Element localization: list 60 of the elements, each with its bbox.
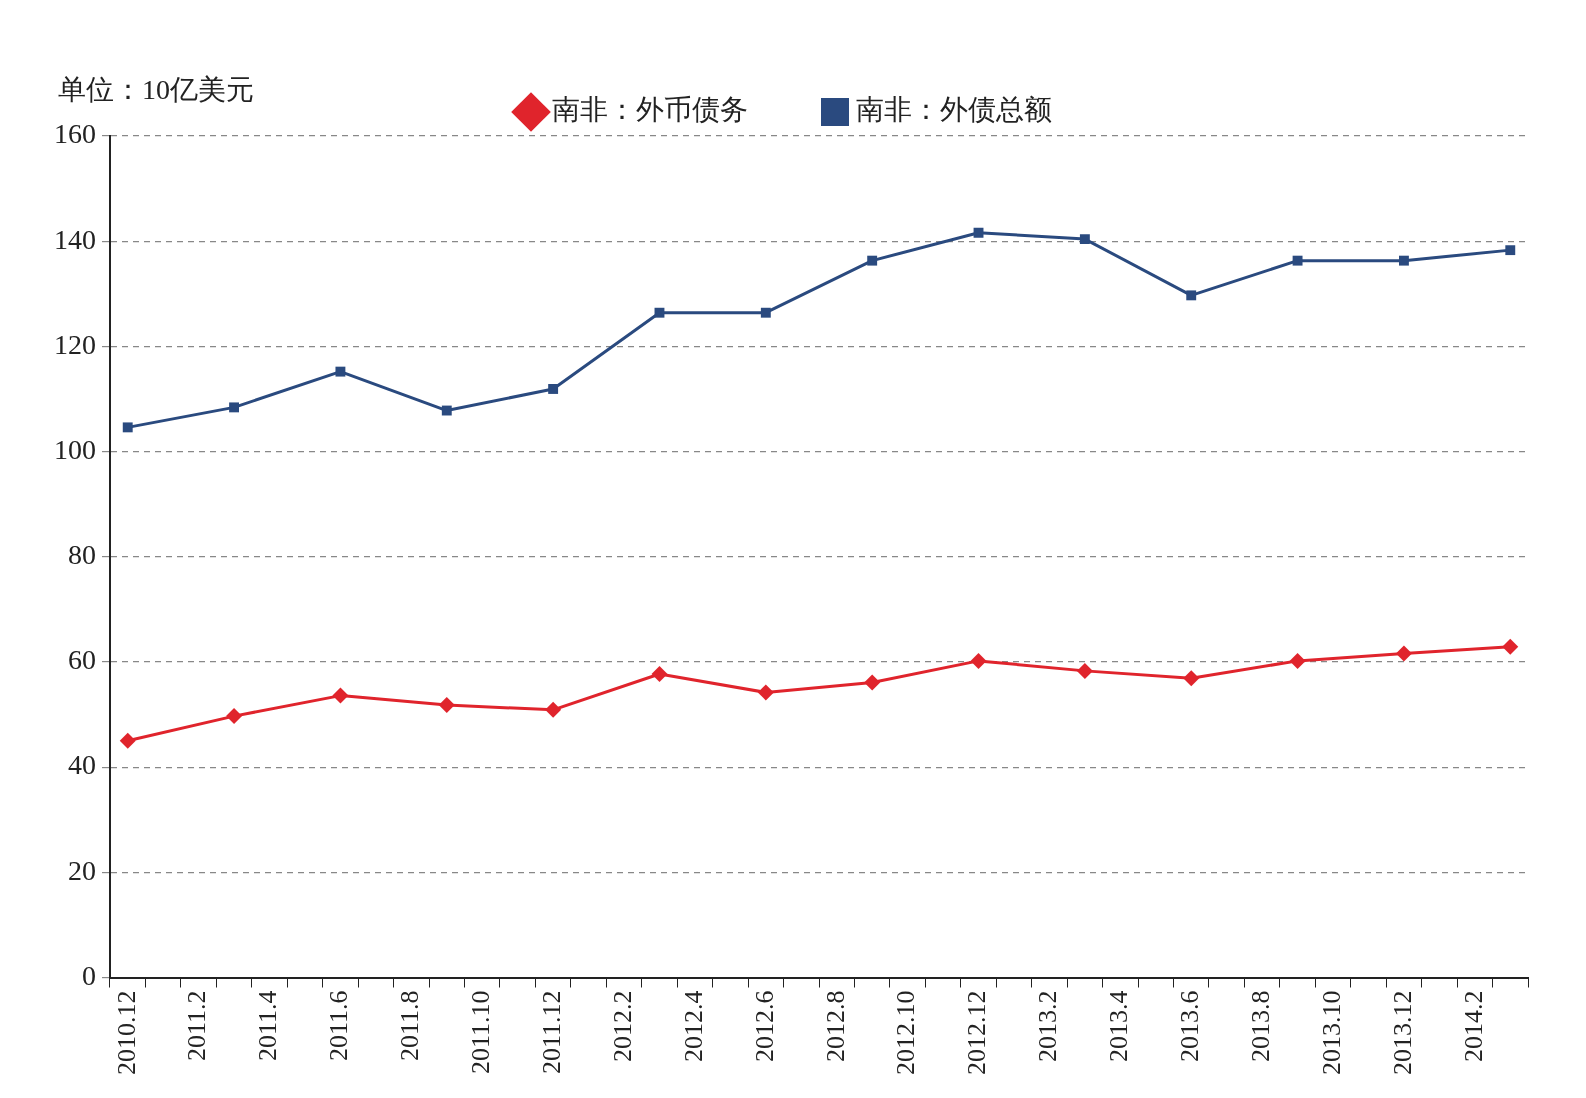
point (548, 384, 559, 394)
point (1502, 638, 1519, 655)
x-tick-label: 2012.4 (678, 990, 708, 1062)
point (332, 687, 349, 704)
point (226, 708, 243, 725)
x-tick-label: 2013.12 (1387, 990, 1417, 1075)
legend-label: 南非：外债总额 (856, 94, 1052, 126)
x-tick-label: 2011.2 (182, 990, 212, 1062)
x-tick-label: 2012.8 (820, 990, 850, 1062)
point (441, 405, 452, 416)
y-tick-label: 60 (68, 644, 96, 676)
x-tick-label: 2012.12 (962, 990, 992, 1075)
point (1079, 234, 1090, 245)
x-tick-label: 2011.6 (324, 990, 354, 1062)
x-tick-label: 2013.6 (1175, 990, 1205, 1062)
x-tick-label: 2011.12 (536, 990, 566, 1075)
point (119, 732, 136, 749)
x-tick-label: 2013.10 (1316, 990, 1346, 1075)
x-tick-label: 2013.4 (1104, 990, 1134, 1062)
point (867, 255, 878, 266)
point (545, 701, 562, 718)
y-tick-label: 160 (54, 118, 96, 150)
y-tick-label: 0 (82, 959, 96, 991)
x-tick-label: 2012.2 (607, 990, 637, 1062)
point (335, 366, 346, 377)
x-tick-label: 2012.10 (891, 990, 921, 1075)
point (1186, 290, 1197, 301)
point (122, 422, 133, 433)
point (1183, 670, 1200, 687)
y-tick-label: 100 (54, 433, 96, 465)
point (973, 227, 984, 238)
legend-label: 南非：外币债务 (552, 94, 748, 126)
x-tick-label: 2012.6 (749, 990, 779, 1062)
x-tick-label: 2014.2 (1458, 990, 1488, 1062)
x-tick-label: 2010.12 (111, 990, 141, 1075)
y-tick-label: 40 (68, 749, 96, 781)
y-tick-label: 140 (54, 223, 96, 255)
point (1395, 645, 1412, 662)
y-tick-label: 20 (68, 854, 96, 886)
point (654, 307, 665, 318)
point (757, 684, 774, 701)
point (864, 674, 881, 691)
point (438, 697, 455, 714)
point (1292, 255, 1303, 266)
y-tick-label: 80 (68, 539, 96, 571)
point (1076, 662, 1093, 679)
x-tick-label: 2011.8 (395, 990, 425, 1062)
point (229, 402, 240, 413)
x-tick-label: 2013.8 (1245, 990, 1275, 1062)
x-tick-label: 2011.4 (253, 990, 283, 1062)
point (1398, 255, 1409, 266)
point (760, 307, 771, 318)
point (1289, 652, 1306, 669)
y-axis-title: 单位：10亿美元 (58, 74, 254, 106)
point (1505, 245, 1516, 256)
y-tick-label: 120 (54, 328, 96, 360)
x-tick-label: 2013.2 (1033, 990, 1063, 1062)
point (970, 652, 987, 669)
x-tick-label: 2011.10 (466, 990, 496, 1075)
point (651, 666, 668, 683)
